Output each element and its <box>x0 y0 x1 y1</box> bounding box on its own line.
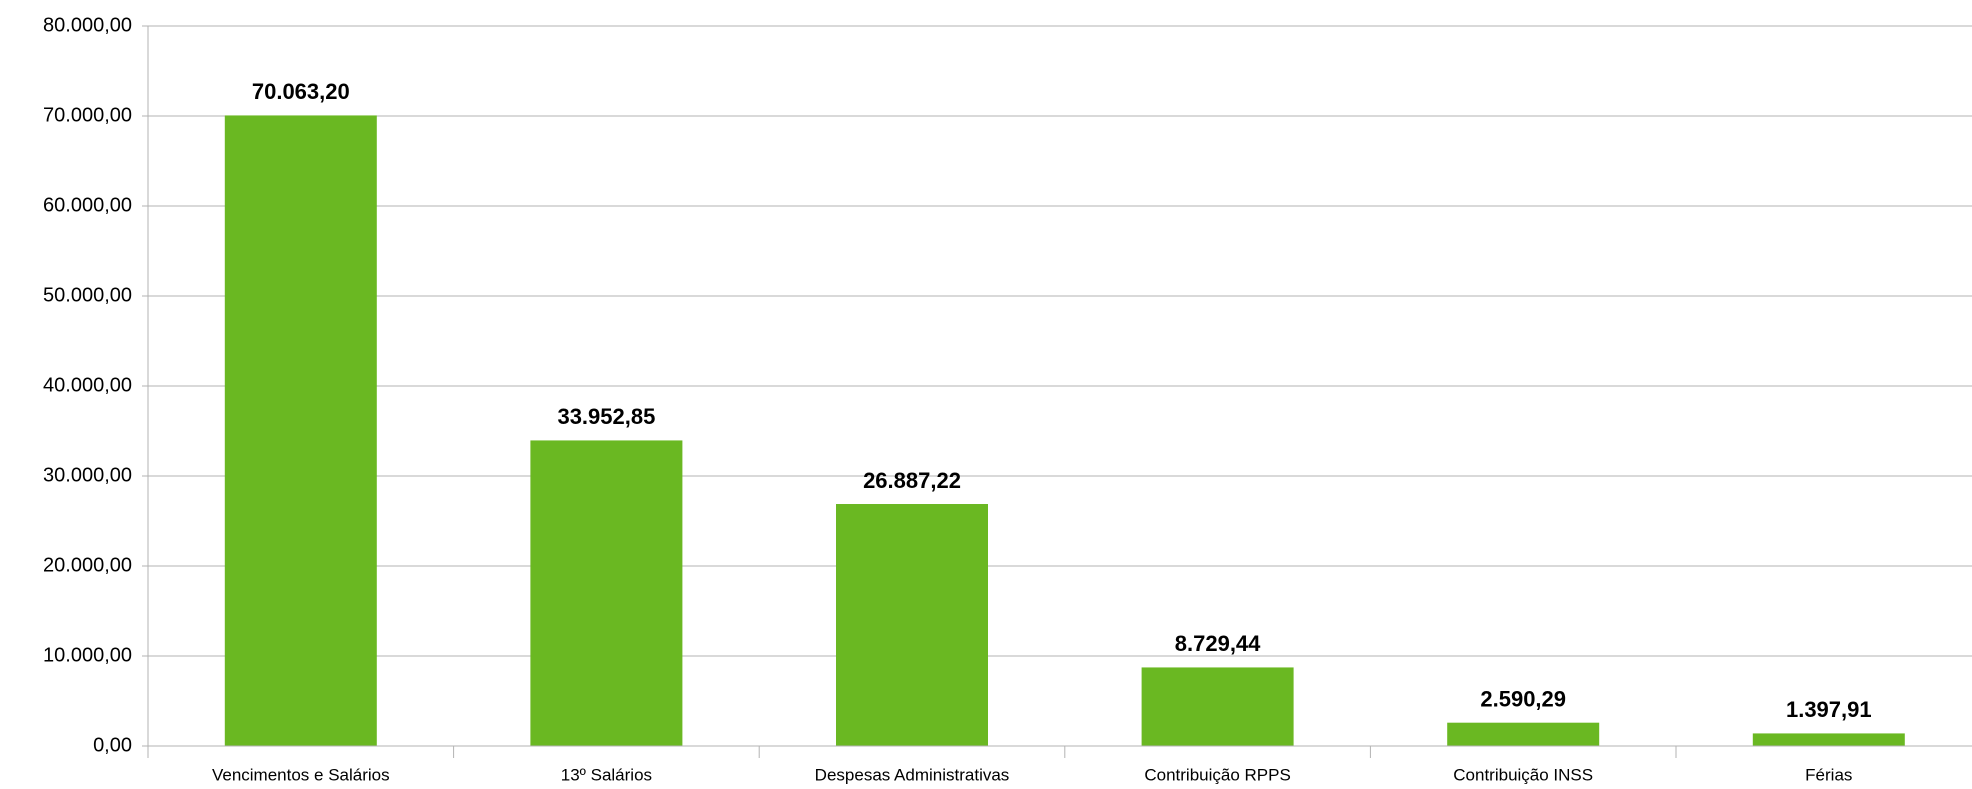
x-tick-label: Contribuição RPPS <box>1144 765 1290 784</box>
x-tick-label: Férias <box>1805 765 1852 784</box>
y-tick-label: 30.000,00 <box>43 464 132 486</box>
x-tick-label: Vencimentos e Salários <box>212 765 390 784</box>
y-tick-label: 0,00 <box>93 734 132 756</box>
y-tick-label: 70.000,00 <box>43 104 132 126</box>
value-label: 1.397,91 <box>1786 697 1872 722</box>
x-tick-label: Despesas Administrativas <box>815 765 1010 784</box>
y-tick-label: 20.000,00 <box>43 554 132 576</box>
y-tick-label: 10.000,00 <box>43 644 132 666</box>
value-label: 33.952,85 <box>557 404 655 429</box>
x-tick-label: Contribuição INSS <box>1453 765 1593 784</box>
y-tick-label: 40.000,00 <box>43 374 132 396</box>
value-label: 2.590,29 <box>1480 686 1566 711</box>
bar <box>224 115 377 746</box>
x-tick-label: 13º Salários <box>561 765 652 784</box>
bar <box>1447 722 1600 746</box>
bar <box>836 504 988 746</box>
value-label: 8.729,44 <box>1175 631 1261 656</box>
bar <box>1141 667 1294 746</box>
y-tick-label: 50.000,00 <box>43 284 132 306</box>
value-label: 70.063,20 <box>252 79 350 104</box>
bar <box>1752 733 1905 746</box>
y-tick-label: 60.000,00 <box>43 194 132 216</box>
bar <box>530 440 683 746</box>
value-label: 26.887,22 <box>863 468 961 493</box>
y-tick-label: 80.000,00 <box>43 14 132 36</box>
